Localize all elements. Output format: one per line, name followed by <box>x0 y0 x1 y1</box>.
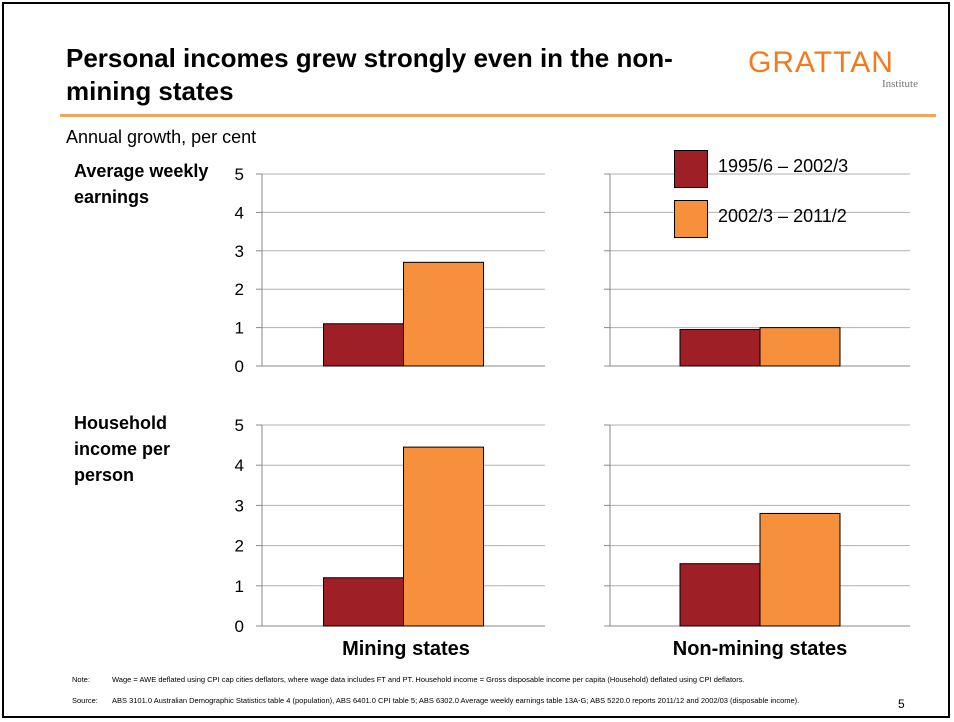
category-label-non-mining: Non-mining states <box>672 638 848 660</box>
source-key: Source: <box>72 696 98 705</box>
chart-subtitle: Annual growth, per cent <box>66 127 257 147</box>
y-tick-label: 5 <box>235 416 244 435</box>
bar-series1 <box>323 577 404 627</box>
grattan-logo: GRATTAN Institute <box>748 46 938 102</box>
bar-series1 <box>679 563 761 627</box>
source-text: ABS 3101.0 Australian Demographic Statis… <box>112 696 800 705</box>
legend-label-1: 1995/6 – 2002/3 <box>718 156 849 176</box>
page-number: 5 <box>898 697 905 711</box>
legend-swatch-1 <box>674 150 708 188</box>
logo-institute: Institute <box>881 78 918 90</box>
y-tick-label: 0 <box>235 617 244 636</box>
y-tick-label: 2 <box>235 537 244 556</box>
row-label-earnings: Average weekly earnings <box>74 161 209 207</box>
y-tick-label: 5 <box>235 165 244 184</box>
slide-title: Personal incomes grew strongly even in t… <box>66 43 673 106</box>
y-tick-label: 2 <box>235 280 244 299</box>
legend-swatch-2 <box>674 200 708 238</box>
y-tick-label: 3 <box>235 242 244 261</box>
logo-wordmark: GRATTAN <box>748 46 894 79</box>
y-tick-label: 0 <box>235 357 244 376</box>
note-key: Note: <box>72 675 90 684</box>
title-rule <box>60 114 936 117</box>
note-text: Wage = AWE deflated using CPI cap cities… <box>112 675 745 684</box>
bar-series2 <box>403 446 484 627</box>
y-tick-label: 1 <box>235 319 244 338</box>
y-tick-label: 1 <box>235 577 244 596</box>
bar-series1 <box>679 329 761 367</box>
y-tick-label: 4 <box>235 456 244 475</box>
y-tick-label: 3 <box>235 496 244 515</box>
y-tick-label: 4 <box>235 203 244 222</box>
bar-series2 <box>403 261 484 367</box>
bar-series2 <box>759 512 841 627</box>
row-label-household: Household income per person <box>74 413 171 485</box>
category-label-mining: Mining states <box>342 638 470 660</box>
bar-series2 <box>759 327 841 367</box>
legend-label-2: 2002/3 – 2011/2 <box>718 206 847 226</box>
bar-series1 <box>323 323 404 367</box>
